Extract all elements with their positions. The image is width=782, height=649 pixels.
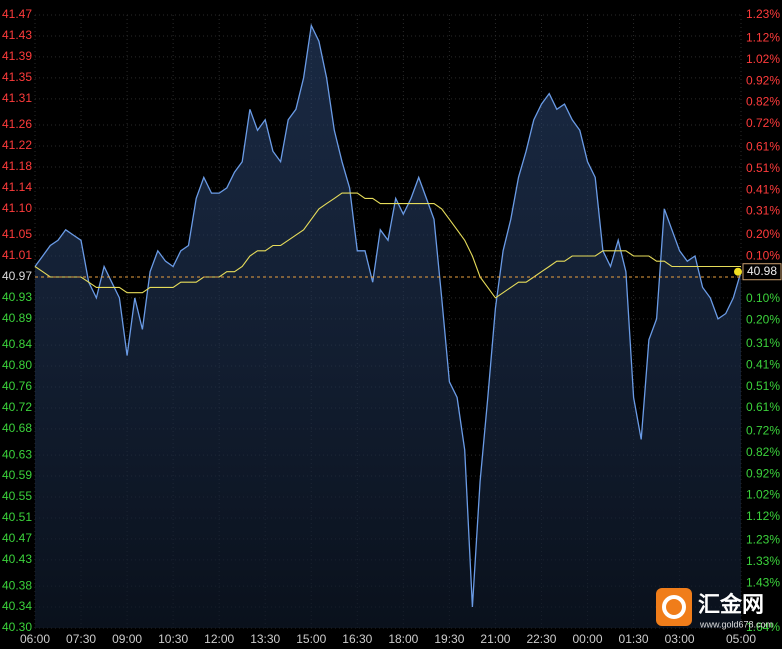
y2-tick-label: 0.20% [746, 227, 780, 241]
x-tick-label: 13:30 [250, 632, 280, 646]
y-tick-label: 41.43 [2, 28, 32, 42]
y-tick-label: 40.80 [2, 358, 32, 372]
y-tick-label: 41.35 [2, 70, 32, 84]
y-tick-label: 40.59 [2, 468, 32, 482]
y2-tick-label: 0.51% [746, 161, 780, 175]
y2-tick-label: 1.43% [746, 575, 780, 589]
line [34, 192, 741, 299]
y-tick-label: 40.30 [2, 620, 32, 634]
x-tick-label: 19:30 [434, 632, 464, 646]
y-tick-label: 40.43 [2, 552, 32, 566]
x-tick-label: 15:00 [296, 632, 326, 646]
x-tick-label: 21:00 [480, 632, 510, 646]
y2-tick-label: 0.72% [746, 116, 780, 130]
x-tick-label: 07:30 [66, 632, 96, 646]
x-tick-label: 10:30 [158, 632, 188, 646]
logo-url: www.gold678.com [699, 619, 773, 629]
x-tick-label: 09:00 [112, 632, 142, 646]
y2-tick-label: 0.92% [746, 466, 780, 480]
x-tick-label: 16:30 [342, 632, 372, 646]
y2-tick-label: 0.41% [746, 182, 780, 196]
x-tick-label: 01:30 [619, 632, 649, 646]
x-tick-label: 06:00 [20, 632, 50, 646]
y2-tick-label: 1.23% [746, 533, 780, 547]
area [35, 25, 741, 628]
y-tick-label: 41.26 [2, 117, 32, 131]
x-tick-label: 03:00 [665, 632, 695, 646]
y-tick-label: 40.68 [2, 421, 32, 435]
y2-tick-label: 0.20% [746, 313, 780, 327]
y-tick-label: 41.31 [2, 91, 32, 105]
y-tick-label: 40.38 [2, 578, 32, 592]
y2-tick-label: 1.12% [746, 509, 780, 523]
y2-tick-label: 0.92% [746, 73, 780, 87]
y2-tick-label: 0.31% [746, 336, 780, 350]
y2-tick-label: 0.31% [746, 204, 780, 218]
logo-icon [656, 588, 692, 626]
y-tick-label: 41.05 [2, 227, 32, 241]
y-tick-label: 40.72 [2, 400, 32, 414]
y-tick-label: 41.47 [2, 7, 32, 21]
y2-tick-label: 1.64% [746, 620, 780, 634]
y2-tick-label: 1.23% [746, 7, 780, 21]
y2-tick-label: 0.10% [746, 249, 780, 263]
last-point [734, 267, 742, 276]
y-tick-label: 40.84 [2, 337, 32, 351]
y2-tick-label: 0.41% [746, 357, 780, 371]
y-tick-label: 40.97 [2, 269, 32, 283]
y-tick-label: 40.93 [2, 290, 32, 304]
y2-tick-label: 0.82% [746, 445, 780, 459]
y2-tick-label: 1.02% [746, 52, 780, 66]
x-tick-label: 12:00 [204, 632, 234, 646]
y-tick-label: 41.01 [2, 248, 32, 262]
y-tick-label: 41.22 [2, 138, 32, 152]
y2-tick-label: 0.10% [746, 291, 780, 305]
y-tick-label: 40.76 [2, 379, 32, 393]
x-tick-label: 00:00 [573, 632, 603, 646]
x-tick-label: 22:30 [526, 632, 556, 646]
x-tick-label: 05:00 [726, 632, 756, 646]
line [34, 23, 742, 608]
logo-name: 汇金网 [698, 592, 764, 617]
y2-tick-label: 0.51% [746, 379, 780, 393]
price-label: 40.98 [747, 264, 777, 278]
y2-tick-label: 0.61% [746, 400, 780, 414]
watermark: 汇金网 www.gold678.com [656, 588, 773, 629]
x-tick-label: 18:00 [388, 632, 418, 646]
y-tick-label: 40.55 [2, 489, 32, 503]
y2-tick-label: 0.72% [746, 424, 780, 438]
y2-tick-label: 0.82% [746, 95, 780, 109]
y-tick-label: 41.18 [2, 159, 32, 173]
price-box [742, 263, 782, 281]
y-tick-label: 41.39 [2, 49, 32, 63]
logo-mark [662, 595, 686, 619]
y-tick-label: 41.10 [2, 201, 32, 215]
y2-tick-label: 0.61% [746, 140, 780, 154]
y2-tick-label: 1.02% [746, 488, 780, 502]
y-tick-label: 40.63 [2, 447, 32, 461]
y2-tick-label: 1.33% [746, 554, 780, 568]
y-tick-label: 40.89 [2, 311, 32, 325]
y-tick-label: 41.14 [2, 180, 32, 194]
y-tick-label: 40.51 [2, 510, 32, 524]
y2-tick-label: 1.12% [746, 31, 780, 45]
y-tick-label: 40.34 [2, 599, 32, 613]
y-tick-label: 40.47 [2, 531, 32, 545]
